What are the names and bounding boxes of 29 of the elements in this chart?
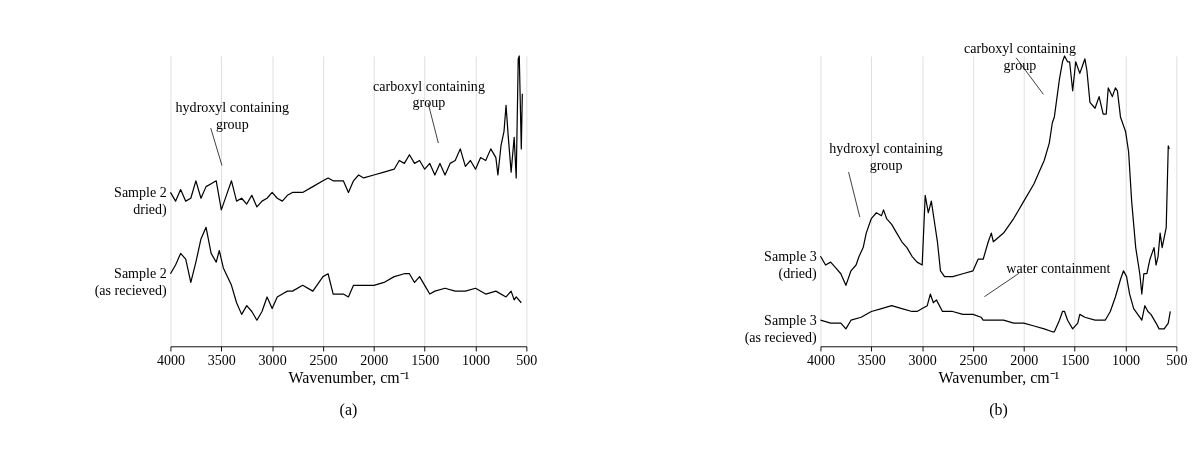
- annotation: water containment: [1006, 260, 1111, 277]
- x-tick-label: 4000: [806, 351, 835, 368]
- x-axis-title: Wavenumber, cm⁻¹: [288, 369, 410, 387]
- x-tick-label: 3000: [258, 351, 287, 368]
- x-tick-label: 3000: [908, 351, 937, 368]
- x-tick-label: 500: [1166, 351, 1188, 368]
- x-tick-label: 1000: [1111, 351, 1141, 368]
- x-tick-label: 1500: [411, 351, 440, 368]
- annotation: hydroxyl containing group: [175, 99, 289, 133]
- x-tick-label: 2500: [309, 351, 338, 368]
- x-tick-label: 4000: [156, 351, 185, 368]
- x-tick-label: 2000: [1010, 351, 1039, 368]
- x-tick-label: 3500: [857, 351, 886, 368]
- annotation: carboxyl containing group: [373, 77, 485, 111]
- text: (a): [339, 400, 358, 419]
- x-tick-label: 500: [516, 351, 538, 368]
- annotation: carboxyl containing group: [964, 40, 1076, 74]
- x-tick-label: 3500: [207, 351, 236, 368]
- x-axis-title: Wavenumber, cm⁻¹: [938, 369, 1060, 387]
- x-tick-label: 1000: [461, 351, 491, 368]
- series-label: Sample 2 dried): [114, 184, 168, 218]
- x-tick-label: 2000: [360, 351, 389, 368]
- series-label: Sample 2 (as recieved): [94, 265, 168, 300]
- x-tick-label: 2500: [959, 351, 988, 368]
- series-label: Sample 3 (dried): [764, 247, 818, 282]
- annotation: hydroxyl containing group: [829, 140, 943, 174]
- series-label: Sample 3 (as recieved): [744, 311, 818, 346]
- x-tick-label: 1500: [1061, 351, 1090, 368]
- text: (b): [989, 400, 1008, 419]
